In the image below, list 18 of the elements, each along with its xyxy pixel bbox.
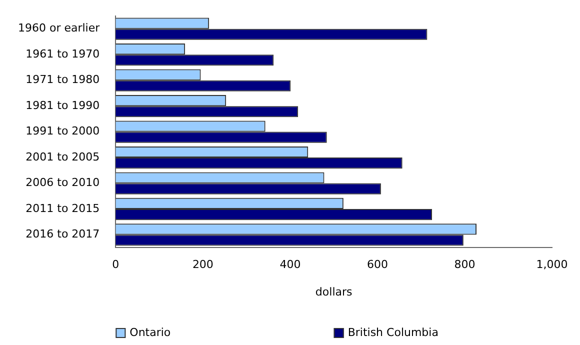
y-tick-label: 2001 to 2005 [26,150,100,164]
x-tick-label: 0 [112,258,120,272]
x-tick-label: 1,000 [536,258,568,272]
y-tick-label: 1991 to 2000 [26,124,100,138]
x-tick-label: 800 [454,258,476,272]
y-tick-label: 2016 to 2017 [26,228,100,241]
y-tick-label: 1961 to 1970 [26,47,100,60]
y-tick-label: 1981 to 1990 [26,98,100,112]
legend-label: Ontario [130,326,171,339]
y-tick-label: 1960 or earlier [18,22,100,35]
x-axis-title: dollars [315,285,353,298]
legend-label: British Columbia [348,326,438,339]
y-tick-label: 1971 to 1980 [26,73,100,86]
y-tick-label: 2006 to 2010 [26,176,100,190]
x-tick-label: 400 [280,258,301,272]
x-tick-label: 200 [192,258,214,272]
x-tick-label: 600 [366,258,388,272]
y-tick-label: 2011 to 2015 [26,202,100,215]
